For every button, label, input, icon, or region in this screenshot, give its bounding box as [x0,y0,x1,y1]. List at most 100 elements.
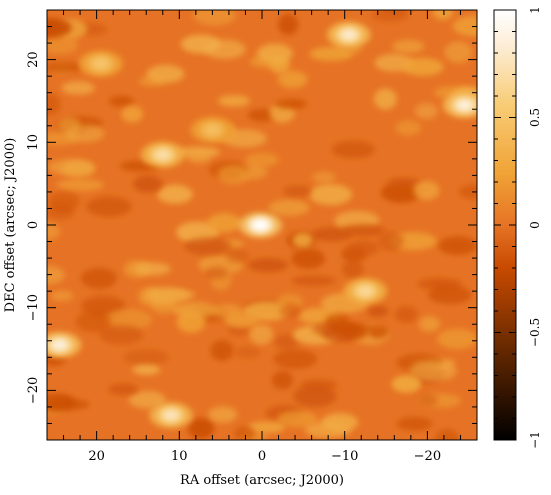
x-tick-label: −10 [331,449,358,464]
texture-blob [245,152,279,167]
texture-blob [342,260,364,279]
texture-blob [331,140,376,159]
heatmap-peak [326,21,371,48]
texture-blob [247,421,286,434]
colorbar-tick-label: −0.5 [528,318,542,347]
texture-blob [146,64,185,84]
heatmap-peak [442,92,477,119]
texture-blob [208,406,238,423]
texture-blob [367,305,389,317]
texture-blob [47,36,78,55]
x-axis-title: RA offset (arcsec; J2000) [180,473,344,488]
texture-blob [128,391,167,409]
texture-blob [86,196,132,217]
texture-blob [458,184,477,200]
texture-blob [121,105,143,123]
texture-blob [210,340,234,361]
texture-blob [271,370,294,390]
texture-blob [328,322,374,334]
texture-blob [207,213,242,233]
texture-blob [257,43,293,64]
heatmap-peak [140,141,185,168]
texture-blob [225,312,259,328]
colorbar-tick-labels: −1 −0.5 0 0.5 1 [528,6,542,449]
texture-blob [276,410,318,428]
texture-blob [437,236,477,255]
texture-blob [247,108,277,122]
axis-ticks [46,9,478,441]
texture-blob [47,399,90,410]
texture-blob [277,13,299,36]
heatmap-peak [47,331,82,358]
texture-blob [409,361,457,382]
texture-blob [393,375,420,394]
texture-blob [380,182,422,204]
y-tick-label: −20 [26,377,41,404]
texture-blob [417,393,438,407]
texture-blob [274,98,307,109]
texture-blob [149,289,196,300]
texture-blob [377,231,404,252]
heatmap-peak [149,402,194,429]
texture-blob [205,266,229,279]
texture-blob [187,152,212,164]
x-tick-label: −20 [414,449,441,464]
colorbar-tick-label: 1 [528,6,542,14]
colorbar-ticks [494,9,516,441]
texture-blob [392,39,425,54]
texture-blob [418,316,441,332]
texture-blob [171,302,219,318]
texture-blob [47,223,61,240]
x-tick-labels: 20 10 0 −10 −20 [88,449,441,464]
texture-blob [48,191,80,212]
texture-blob [444,41,473,63]
texture-blob [452,15,477,37]
texture-blob [277,70,308,89]
texture-blob [386,177,422,188]
x-tick-label: 0 [258,449,266,464]
texture-blob [222,129,267,148]
texture-blob [80,267,117,290]
texture-blob [61,81,95,95]
texture-blob [56,178,105,192]
texture-blob [99,324,144,345]
heatmap-texture [47,10,477,440]
colorbar-tick-label: 0.5 [528,108,542,127]
texture-blob [437,328,477,350]
colorbar-tick-label: 0 [528,221,542,229]
texture-blob [50,290,74,302]
texture-blob [373,88,397,110]
texture-blob [432,10,454,20]
texture-blob [180,34,221,54]
colorbar: −1 −0.5 0 0.5 1 [493,6,542,449]
texture-blob [105,308,153,331]
texture-blob [133,175,163,193]
texture-blob [293,385,337,407]
y-tick-labels: −20 −10 0 10 20 [26,51,41,404]
texture-blob [279,303,302,319]
texture-blob [132,364,161,375]
y-tick-label: 0 [26,221,41,229]
texture-blob [290,275,337,287]
texture-blob [247,258,289,273]
heatmap-peak [78,50,123,77]
texture-blob [61,160,96,178]
texture-blob [282,185,312,197]
texture-blob [414,103,438,119]
texture-blob [234,346,261,359]
texture-blob [47,93,61,116]
texture-blob [108,95,134,107]
x-tick-label: 10 [171,449,188,464]
texture-blob [427,285,472,305]
y-tick-label: 20 [26,51,41,68]
texture-blob [402,57,444,76]
texture-blob [187,417,215,440]
heatmap-peaks [47,21,477,429]
texture-blob [107,383,139,396]
texture-blob [292,232,313,248]
texture-blob [340,224,385,237]
texture-blob [47,22,66,33]
colorbar-tick-label: −1 [528,431,542,449]
texture-blob [47,61,83,73]
texture-blob [309,184,353,205]
